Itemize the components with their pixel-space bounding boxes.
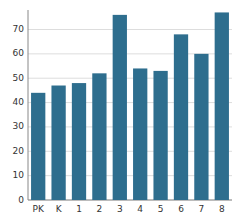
x-tick-label: 7 [199,204,205,214]
x-tick-label: 2 [97,204,103,214]
y-axis-line [28,10,29,200]
x-tick-label: 3 [117,204,123,214]
x-tick-label: 5 [158,204,164,214]
y-tick-label: 10 [13,170,25,180]
bar [174,34,188,200]
grid [28,29,232,200]
bar [215,12,229,200]
bar [31,93,45,200]
bars [31,12,229,200]
y-tick-label: 60 [13,48,25,58]
x-tick-label: 8 [219,204,225,214]
bar [194,54,208,200]
bar [51,86,65,200]
x-tick-labels: PK K 1 2 3 4 5 6 7 8 [33,204,225,214]
y-tick-label: 20 [13,146,25,156]
y-tick-label: 40 [13,97,25,107]
bar [153,71,167,200]
x-tick-label: 6 [178,204,184,214]
grid-line [28,29,232,30]
y-tick-label: 0 [18,195,24,205]
x-tick-label: 1 [76,204,82,214]
chart-container: 0 10 20 30 40 50 60 70 PK K 1 2 3 4 5 6 7 8 [0,0,240,220]
bar [72,83,86,200]
y-tick-label: 70 [13,24,25,34]
x-tick-label: K [56,204,63,214]
bar [113,15,127,200]
bar [133,68,147,200]
x-tick-label: 4 [137,204,143,214]
y-tick-labels: 0 10 20 30 40 50 60 70 [13,24,25,205]
chart: 0 10 20 30 40 50 60 70 PK K 1 2 3 4 5 6 7 8 [0,0,240,220]
x-tick-label: PK [33,204,45,214]
bar [92,73,106,200]
y-tick-label: 30 [13,121,25,131]
y-tick-label: 50 [13,73,25,83]
